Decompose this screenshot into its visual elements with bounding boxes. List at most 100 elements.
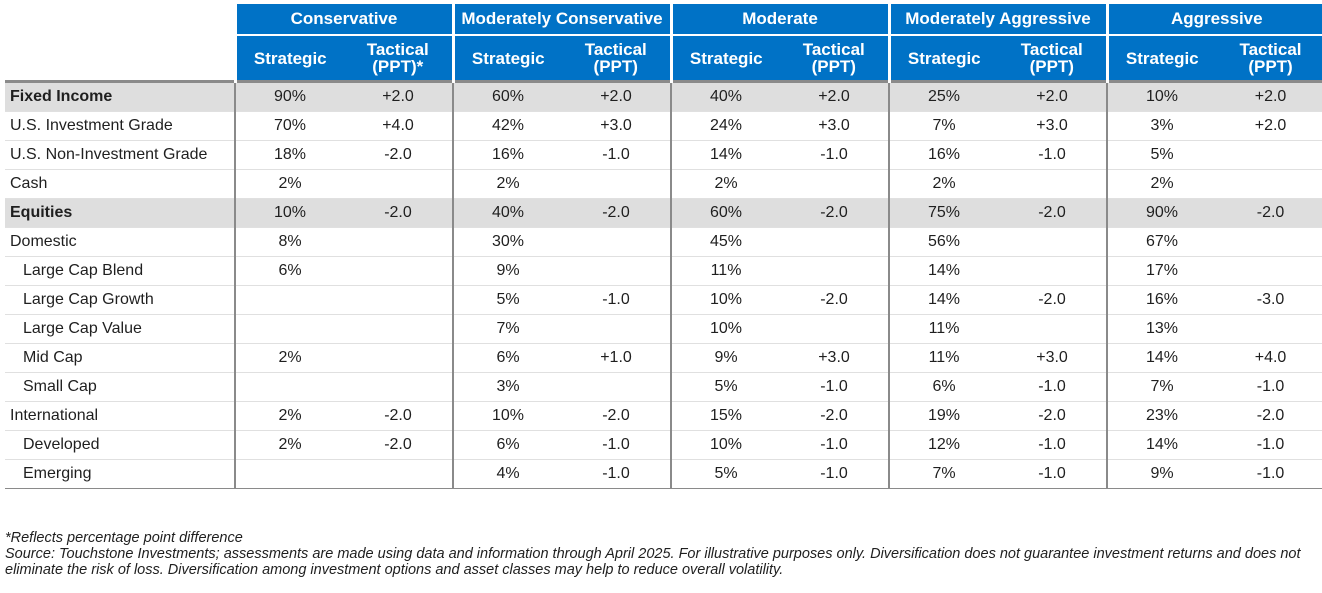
table-row: Large Cap Growth 5% -1.0 10% -2.0 14% -2.0 16% -… <box>5 285 1322 315</box>
strategic-cell: 5% <box>452 285 562 315</box>
strategic-cell: 9% <box>452 256 562 286</box>
strategic-cell: 10% <box>670 314 780 344</box>
strategic-cell: 14% <box>1106 430 1217 460</box>
table-row: Large Cap Value 7% 10% 11% 13% <box>5 314 1322 344</box>
strategic-cell: 4% <box>452 459 562 489</box>
tactical-cell <box>1216 256 1322 286</box>
tactical-cell <box>780 169 890 199</box>
tactical-cell: +3.0 <box>998 343 1108 373</box>
tactical-cell: -1.0 <box>998 430 1108 460</box>
row-label: Equities <box>5 198 235 228</box>
allocation-table: Conservative Moderately Conservative Mod… <box>5 4 1322 489</box>
strategic-cell: 2% <box>452 169 562 199</box>
tactical-cell <box>998 314 1108 344</box>
tactical-cell: +2.0 <box>344 80 453 112</box>
tactical-cell <box>1216 169 1322 199</box>
tactical-cell <box>1216 140 1322 170</box>
strategic-cell <box>234 459 344 489</box>
strategic-cell: 5% <box>670 372 780 402</box>
strategic-cell: 40% <box>452 198 562 228</box>
strategic-cell: 9% <box>670 343 780 373</box>
strategic-cell: 7% <box>888 459 999 489</box>
strategic-cell: 13% <box>1106 314 1217 344</box>
table-row: Small Cap 3% 5% -1.0 6% -1.0 7% -1.0 <box>5 372 1322 402</box>
table-row: U.S. Investment Grade 70% +4.0 42% +3.0 24% +3… <box>5 111 1322 141</box>
strategic-cell: 19% <box>888 401 999 431</box>
strategic-cell: 45% <box>670 227 780 257</box>
strategic-cell: 14% <box>888 256 999 286</box>
strategic-cell: 90% <box>234 80 344 112</box>
tactical-cell: -1.0 <box>1216 430 1322 460</box>
strategic-cell: 60% <box>452 80 562 112</box>
tactical-cell <box>344 343 453 373</box>
strategic-cell <box>234 285 344 315</box>
table-row: Large Cap Blend 6% 9% 11% 14% 17% <box>5 256 1322 286</box>
strategic-cell: 14% <box>888 285 999 315</box>
tactical-cell <box>344 285 453 315</box>
strategic-cell: 10% <box>1106 80 1217 112</box>
tactical-cell: -2.0 <box>998 285 1108 315</box>
strategic-cell: 24% <box>670 111 780 141</box>
tactical-cell: -1.0 <box>780 459 890 489</box>
footnote-asterisk: *Reflects percentage point difference <box>5 530 243 546</box>
tactical-cell: +4.0 <box>344 111 453 141</box>
tactical-cell: -1.0 <box>998 459 1108 489</box>
row-label: Cash <box>5 169 235 199</box>
tactical-cell: -2.0 <box>780 401 890 431</box>
row-label: U.S. Investment Grade <box>5 111 235 141</box>
tactical-cell <box>780 314 890 344</box>
tactical-cell: -1.0 <box>562 459 671 489</box>
tactical-cell: +2.0 <box>1216 111 1322 141</box>
tactical-header: Tactical (PPT)* <box>344 34 453 82</box>
tactical-cell: +3.0 <box>780 343 890 373</box>
strategic-cell: 14% <box>670 140 780 170</box>
strategic-cell: 6% <box>234 256 344 286</box>
strategic-cell: 23% <box>1106 401 1217 431</box>
strategic-cell: 10% <box>452 401 562 431</box>
strategic-cell: 6% <box>888 372 999 402</box>
row-label: Large Cap Value <box>5 314 235 344</box>
strategic-cell: 3% <box>452 372 562 402</box>
tactical-cell: -2.0 <box>562 401 671 431</box>
table-row: Equities 10% -2.0 40% -2.0 60% -2.0 75% -2.0 90% -… <box>5 198 1322 228</box>
strategic-cell: 16% <box>1106 285 1217 315</box>
strategic-cell: 2% <box>888 169 999 199</box>
strategic-header: Strategic <box>1105 34 1217 82</box>
header-corner <box>5 4 235 35</box>
tactical-cell <box>562 227 671 257</box>
strategic-cell: 70% <box>234 111 344 141</box>
row-label: Domestic <box>5 227 235 257</box>
tactical-cell <box>562 372 671 402</box>
strategic-cell: 2% <box>234 343 344 373</box>
tactical-cell: -1.0 <box>780 430 890 460</box>
strategic-cell: 56% <box>888 227 999 257</box>
row-label: Developed <box>5 430 235 460</box>
strategic-cell: 10% <box>670 430 780 460</box>
strategic-cell: 30% <box>452 227 562 257</box>
strategic-cell <box>234 372 344 402</box>
tactical-cell: +2.0 <box>1216 80 1322 112</box>
tactical-cell: -2.0 <box>780 198 890 228</box>
table-row: Mid Cap 2% 6% +1.0 9% +3.0 11% +3.0 14% +4.0 <box>5 343 1322 373</box>
tactical-cell <box>1216 314 1322 344</box>
strategic-cell: 11% <box>888 343 999 373</box>
tactical-header: Tactical (PPT) <box>780 34 890 82</box>
tactical-cell: -3.0 <box>1216 285 1322 315</box>
strategic-header: Strategic <box>233 34 344 82</box>
tactical-cell: -1.0 <box>998 140 1108 170</box>
tactical-cell: -1.0 <box>1216 372 1322 402</box>
tactical-cell: -1.0 <box>562 285 671 315</box>
strategic-cell <box>234 314 344 344</box>
tactical-cell: -1.0 <box>780 140 890 170</box>
tactical-cell: -2.0 <box>562 198 671 228</box>
strategic-cell: 67% <box>1106 227 1217 257</box>
strategic-cell: 2% <box>1106 169 1217 199</box>
strategic-cell: 2% <box>234 169 344 199</box>
tactical-cell: -2.0 <box>1216 198 1322 228</box>
strategic-cell: 7% <box>888 111 999 141</box>
row-label: Large Cap Growth <box>5 285 235 315</box>
tactical-cell: +1.0 <box>562 343 671 373</box>
tactical-cell: +4.0 <box>1216 343 1322 373</box>
tactical-cell: -2.0 <box>998 401 1108 431</box>
strategic-cell: 60% <box>670 198 780 228</box>
